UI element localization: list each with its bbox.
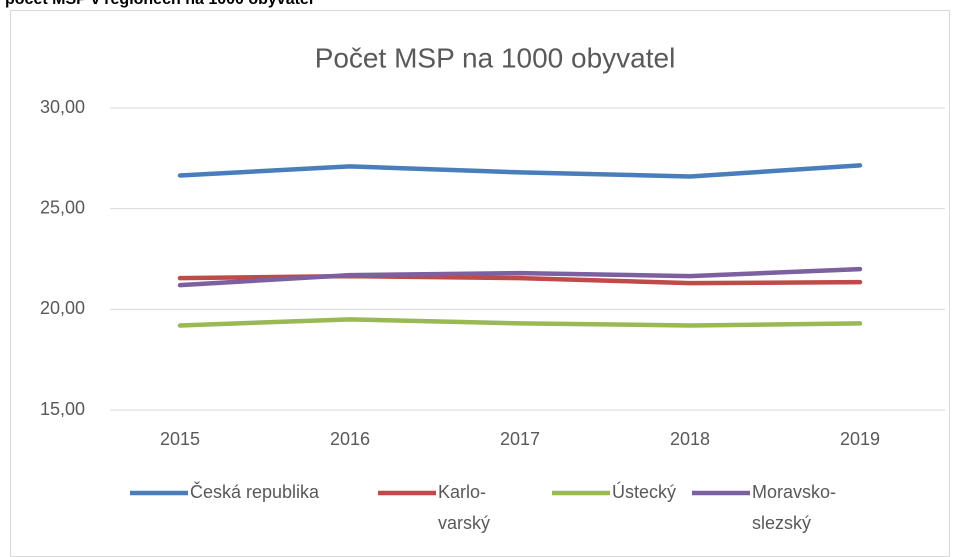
series-line bbox=[177, 163, 863, 179]
legend-label-line: varský bbox=[438, 513, 490, 533]
x-tick-label: 2017 bbox=[500, 429, 540, 449]
legend-label: Ústecký bbox=[612, 481, 676, 502]
legend-label: Karlo-varský bbox=[438, 482, 490, 533]
legend-label-line: Karlo- bbox=[438, 482, 486, 502]
legend-label-line: Moravsko- bbox=[752, 482, 836, 502]
chart-title: Počet MSP na 1000 obyvatel bbox=[315, 42, 676, 73]
y-tick-label: 30,00 bbox=[40, 97, 85, 117]
heading: počet MSP v regionech na 1000 obyvatel bbox=[5, 0, 313, 8]
legend-label: Česká republika bbox=[190, 481, 320, 502]
legend-label: Moravsko-slezský bbox=[752, 482, 836, 533]
x-tick-label: 2018 bbox=[670, 429, 710, 449]
y-tick-label: 25,00 bbox=[40, 197, 85, 217]
series-line bbox=[177, 266, 863, 288]
x-tick-label: 2015 bbox=[160, 429, 200, 449]
series-line bbox=[177, 317, 863, 328]
legend-label-line: slezský bbox=[752, 513, 811, 533]
y-tick-label: 20,00 bbox=[40, 298, 85, 318]
x-tick-label: 2016 bbox=[330, 429, 370, 449]
x-tick-label: 2019 bbox=[840, 429, 880, 449]
y-tick-label: 15,00 bbox=[40, 399, 85, 419]
